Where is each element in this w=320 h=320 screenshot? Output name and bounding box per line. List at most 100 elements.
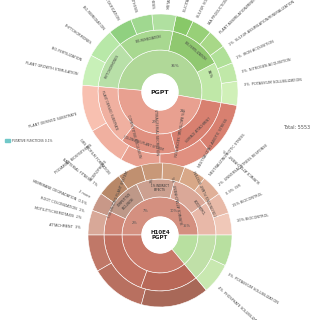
Text: 15% BIOCONTROL: 15% BIOCONTROL xyxy=(232,192,263,208)
Wedge shape xyxy=(91,32,120,63)
Text: 1%  IRON ACQUISITION: 1% IRON ACQUISITION xyxy=(236,39,275,60)
Wedge shape xyxy=(122,235,184,273)
Wedge shape xyxy=(195,178,219,203)
Text: ROOT COLONIZATION  1%: ROOT COLONIZATION 1% xyxy=(39,196,84,213)
Text: PLANT DERIVED SUBSTRATE: PLANT DERIVED SUBSTRATE xyxy=(100,90,118,131)
Text: BIO-FERTILIZATION: BIO-FERTILIZATION xyxy=(51,46,83,62)
Text: COMPETITIVE EXCLUSION: COMPETITIVE EXCLUSION xyxy=(126,114,141,158)
Text: METAL DETOXIFICATION: METAL DETOXIFICATION xyxy=(95,0,120,20)
Wedge shape xyxy=(98,44,133,88)
Text: PLANT ASSIMILATION/MINERALIZATION: PLANT ASSIMILATION/MINERALIZATION xyxy=(219,0,271,35)
Text: POLYAMINE BIOSYNTHESIS: POLYAMINE BIOSYNTHESIS xyxy=(54,143,93,175)
Text: SURFACE ATTACHMENT  3%: SURFACE ATTACHMENT 3% xyxy=(173,176,185,225)
Text: MOTILITY/CHEMOTAXIS  2%: MOTILITY/CHEMOTAXIS 2% xyxy=(34,206,82,220)
Wedge shape xyxy=(141,278,206,307)
Text: COLONIZING PLANT SYSTEM: COLONIZING PLANT SYSTEM xyxy=(123,135,164,152)
Text: 2%: 2% xyxy=(152,120,158,124)
Wedge shape xyxy=(206,194,228,218)
Text: SURFACE ATTACHMENT  3%: SURFACE ATTACHMENT 3% xyxy=(223,148,261,184)
Wedge shape xyxy=(82,55,105,87)
Text: PGPT: PGPT xyxy=(151,90,169,94)
Wedge shape xyxy=(141,163,163,181)
Wedge shape xyxy=(141,264,196,291)
Text: ATTACHMENT  3%: ATTACHMENT 3% xyxy=(49,223,80,230)
Text: 7%: 7% xyxy=(143,209,149,213)
Wedge shape xyxy=(197,63,222,103)
Wedge shape xyxy=(118,88,201,134)
Text: BIO-REMEDIATION: BIO-REMEDIATION xyxy=(81,4,105,31)
Text: NEUTRALIZING ABIOTIC STRESS: NEUTRALIZING ABIOTIC STRESS xyxy=(197,118,229,168)
Wedge shape xyxy=(88,235,111,271)
Wedge shape xyxy=(160,140,210,170)
Wedge shape xyxy=(213,213,232,235)
Text: BACTERIAL FITNESS  7%: BACTERIAL FITNESS 7% xyxy=(62,158,98,187)
Text: 10% BIOCONTROL: 10% BIOCONTROL xyxy=(236,214,269,223)
Wedge shape xyxy=(98,87,134,141)
Wedge shape xyxy=(120,30,173,60)
Wedge shape xyxy=(92,194,114,216)
Text: 2%  UNIVERSAL STRESS RESPONSE: 2% UNIVERSAL STRESS RESPONSE xyxy=(219,143,269,186)
Text: Total: 5553: Total: 5553 xyxy=(283,125,310,130)
Text: GRS BIOFILM FORMATION: GRS BIOFILM FORMATION xyxy=(78,138,110,175)
Wedge shape xyxy=(211,235,232,265)
Wedge shape xyxy=(122,197,198,235)
Circle shape xyxy=(142,217,178,253)
Wedge shape xyxy=(104,235,147,288)
Wedge shape xyxy=(184,235,216,278)
Wedge shape xyxy=(179,167,204,191)
Wedge shape xyxy=(196,259,225,290)
Text: 0.9%  ISR: 0.9% ISR xyxy=(225,183,242,196)
Wedge shape xyxy=(98,263,146,305)
Wedge shape xyxy=(191,203,216,235)
Text: 10%: 10% xyxy=(170,209,178,213)
Text: PLANT DERIVED SUBSTRATE: PLANT DERIVED SUBSTRATE xyxy=(28,112,77,129)
Text: NEUTRALIZING BIOTIC STRESS: NEUTRALIZING BIOTIC STRESS xyxy=(209,133,246,177)
Text: PLANT GROWTH STIMULATION: PLANT GROWTH STIMULATION xyxy=(25,61,78,76)
Wedge shape xyxy=(88,210,108,235)
Wedge shape xyxy=(210,46,232,69)
Text: 2%: 2% xyxy=(150,178,155,183)
Text: SIDEROPHORE BIOSYNTHESIS: SIDEROPHORE BIOSYNTHESIS xyxy=(146,0,155,9)
Wedge shape xyxy=(152,14,176,31)
Text: H10E4
PGPT: H10E4 PGPT xyxy=(150,230,170,240)
Wedge shape xyxy=(121,146,160,170)
Wedge shape xyxy=(92,123,129,160)
Text: 36%: 36% xyxy=(205,69,212,79)
Text: 1% INDIRECT
EFFECTS: 1% INDIRECT EFFECTS xyxy=(151,184,169,192)
Text: COLONIZING PLANT SYSTEM: COLONIZING PLANT SYSTEM xyxy=(107,171,130,219)
Wedge shape xyxy=(101,176,128,203)
Wedge shape xyxy=(173,16,193,36)
Wedge shape xyxy=(186,21,210,44)
Bar xyxy=(5,139,10,142)
Wedge shape xyxy=(221,81,238,106)
Wedge shape xyxy=(131,14,154,35)
Text: COLONIZING PLANT SYSTEM: COLONIZING PLANT SYSTEM xyxy=(195,169,219,216)
Wedge shape xyxy=(169,31,215,72)
Text: SULFUR VOLATILES: SULFUR VOLATILES xyxy=(196,0,215,18)
Wedge shape xyxy=(118,50,202,99)
Text: 3%  POTASSIUM SOLUBILIZATION: 3% POTASSIUM SOLUBILIZATION xyxy=(227,272,279,305)
Wedge shape xyxy=(200,32,223,56)
Text: 1%  SULFUR ASSIMILATION/MINERALIZATION: 1% SULFUR ASSIMILATION/MINERALIZATION xyxy=(228,0,296,47)
Text: 3%  POTASSIUM SOLUBILIZATION: 3% POTASSIUM SOLUBILIZATION xyxy=(244,78,301,87)
Text: MEMBRANE DEGRADATION  0.5%: MEMBRANE DEGRADATION 0.5% xyxy=(32,179,87,205)
Text: 2%: 2% xyxy=(132,221,137,225)
Wedge shape xyxy=(109,184,144,219)
Text: BIO-FERTILIZATION: BIO-FERTILIZATION xyxy=(183,40,207,61)
Text: 2% BACTERIAL SECRETION: 2% BACTERIAL SECRETION xyxy=(172,109,184,156)
Text: SURFACE ATTACHMENT: SURFACE ATTACHMENT xyxy=(185,117,212,144)
Text: 4%  PHOSPHATE SOLUBILIZATION: 4% PHOSPHATE SOLUBILIZATION xyxy=(217,286,263,320)
Text: 2%: 2% xyxy=(180,109,186,113)
Text: PHYTOHORMONES: PHYTOHORMONES xyxy=(63,24,92,45)
Text: POLYAMINE BIOSYNTHESIS: POLYAMINE BIOSYNTHESIS xyxy=(120,0,137,12)
Text: COMPETITIVE
EXCLUSION: COMPETITIVE EXCLUSION xyxy=(117,192,136,211)
Text: IAA PRODUCTION: IAA PRODUCTION xyxy=(208,0,229,25)
Text: BIOCONTROL: BIOCONTROL xyxy=(192,200,205,217)
Wedge shape xyxy=(122,125,176,154)
Text: ELICITATION STIMULATION: ELICITATION STIMULATION xyxy=(183,0,200,12)
Text: 2 more: 2 more xyxy=(77,190,90,199)
Circle shape xyxy=(142,74,178,110)
Text: PUTATIVE FUNCTIONS 0.1%: PUTATIVE FUNCTIONS 0.1% xyxy=(12,139,52,142)
Text: BIO-REMEDIATION: BIO-REMEDIATION xyxy=(135,35,162,44)
Wedge shape xyxy=(119,165,146,189)
